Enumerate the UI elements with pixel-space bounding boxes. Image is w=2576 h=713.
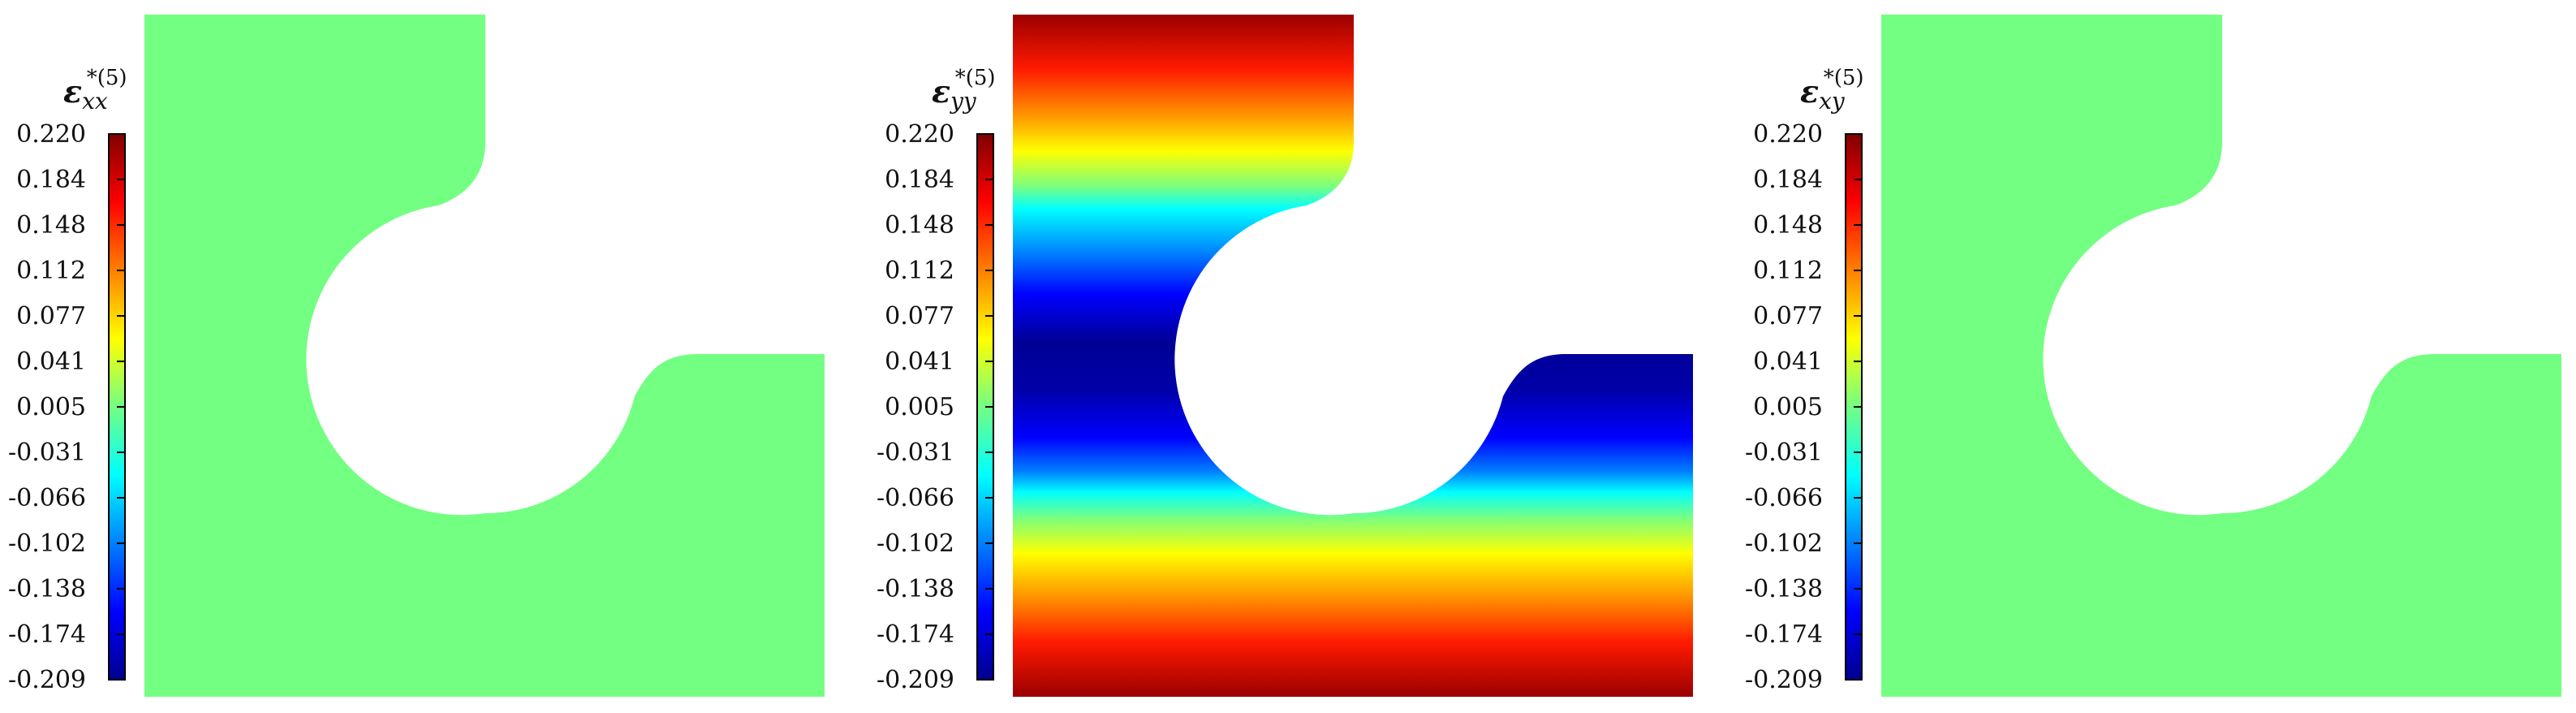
colorbar-ticks-xx: 0.220 0.184 0.148 0.112 0.077 0.041 0.005 -0.03… <box>8 120 125 694</box>
colorbar-tick-label: 0.077 <box>1753 302 1823 331</box>
colorbar-tick-label: -0.066 <box>8 484 86 512</box>
colorbar-tick-label: 0.184 <box>885 166 954 194</box>
colorbar-tick-label: -0.031 <box>877 439 954 467</box>
colorbar-tick-label: 0.041 <box>1753 348 1823 376</box>
colorbar-tick-label: -0.102 <box>8 529 86 558</box>
colorbar-tick-label: -0.138 <box>877 575 954 603</box>
colorbar-ticks-xy: 0.220 0.184 0.148 0.112 0.077 0.041 0.005 -0.03… <box>1745 120 1862 694</box>
colorbar-tick-label: 0.112 <box>885 257 954 285</box>
colorbar-tick-label: 0.112 <box>16 257 86 285</box>
colorbar-tick-label: 0.005 <box>885 393 954 421</box>
colorbar-tick-label: -0.209 <box>877 666 954 694</box>
colorbar-tick-label: -0.102 <box>1745 529 1823 558</box>
colorbar-tick-label: -0.138 <box>8 575 86 603</box>
colorbar-tick-label: -0.174 <box>1745 620 1823 649</box>
specimen-shape-yy <box>1013 15 1693 697</box>
colorbar-tick-label: 0.005 <box>1753 393 1823 421</box>
colorbar-tick-label: -0.138 <box>1745 575 1823 603</box>
specimen-shape-xx <box>144 15 825 697</box>
colorbar-tick-label: 0.005 <box>16 393 86 421</box>
colorbar-tick-label: 0.148 <box>885 211 954 240</box>
colorbar-tick-label: 0.220 <box>885 120 954 149</box>
panel-xy: 0.220 0.184 0.148 0.112 0.077 0.041 0.005 -0.03… <box>1745 15 2561 697</box>
colorbar-title-xx: εxx*(5) <box>63 66 127 115</box>
colorbar-tick-label: 0.220 <box>16 120 86 149</box>
colorbar-tick-label: -0.066 <box>1745 484 1823 512</box>
colorbar-tick-label: -0.174 <box>877 620 954 649</box>
colorbar-tick-label: 0.220 <box>1753 120 1823 149</box>
panel-xx: 0.220 0.184 0.148 0.112 0.077 0.041 0.005 -0.03… <box>8 15 825 697</box>
colorbar-tick-label: -0.102 <box>877 529 954 558</box>
colorbar-tick-label: -0.031 <box>8 439 86 467</box>
colorbar-tick-label: 0.041 <box>16 348 86 376</box>
colorbar-tick-label: -0.209 <box>8 666 86 694</box>
colorbar-tick-label: 0.148 <box>16 211 86 240</box>
colorbar-tick-label: 0.077 <box>885 302 954 331</box>
specimen-shape-xy <box>1881 15 2561 697</box>
colorbar-tick-label: 0.148 <box>1753 211 1823 240</box>
colorbar-tick-label: 0.184 <box>16 166 86 194</box>
colorbar-title-yy: εyy*(5) <box>932 66 996 115</box>
colorbar-tick-label: 0.184 <box>1753 166 1823 194</box>
colorbar-tick-label: 0.041 <box>885 348 954 376</box>
colorbar-tick-label: -0.066 <box>877 484 954 512</box>
colorbar-tick-label: -0.031 <box>1745 439 1823 467</box>
colorbar-tick-label: 0.077 <box>16 302 86 331</box>
panel-yy: 0.220 0.184 0.148 0.112 0.077 0.041 0.005 -0.03… <box>877 15 1693 697</box>
colorbar-tick-label: -0.209 <box>1745 666 1823 694</box>
colorbar-tick-label: -0.174 <box>8 620 86 649</box>
colorbar-title-xy: εxy*(5) <box>1800 66 1864 115</box>
colorbar-ticks-yy: 0.220 0.184 0.148 0.112 0.077 0.041 0.005 -0.03… <box>877 120 993 694</box>
colorbar-tick-label: 0.112 <box>1753 257 1823 285</box>
